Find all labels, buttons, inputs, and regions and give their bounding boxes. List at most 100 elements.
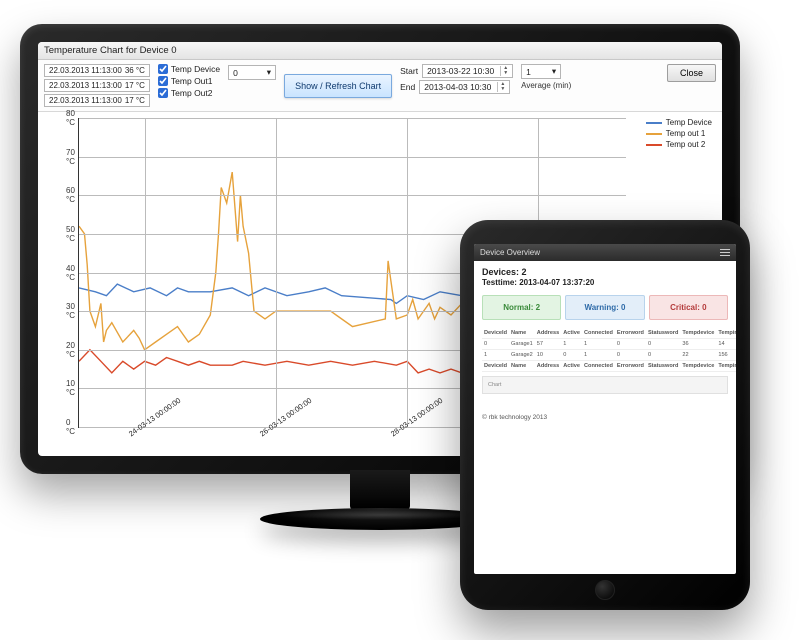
checkbox-label: Temp Out2 <box>171 88 213 98</box>
legend-label: Temp out 1 <box>666 129 706 138</box>
tablet-frame: Device Overview Devices: 2 Testtime: 201… <box>460 220 750 610</box>
status-normal: Normal: 2 <box>482 295 561 320</box>
datetime-column: Start 2013-03-22 10:30 ▲▼ End 2013-04-03… <box>400 64 513 94</box>
reading-ts: 22.03.2013 11:13:00 <box>49 66 122 75</box>
spinner-icon[interactable]: ▲▼ <box>500 66 508 76</box>
reading-ts: 22.03.2013 11:13:00 <box>49 96 122 105</box>
reading-row: 22.03.2013 11:13:00 17 °C <box>44 79 150 92</box>
menu-icon[interactable] <box>720 249 730 257</box>
chart-legend: Temp Device Temp out 1 Temp out 2 <box>646 118 712 151</box>
gridline-v <box>145 118 146 427</box>
table-cell: 36 <box>680 339 716 350</box>
table-cell: DeviceId <box>482 361 509 372</box>
checkbox-temp-out2[interactable]: Temp Out2 <box>158 88 220 98</box>
legend-item: Temp out 1 <box>646 129 712 138</box>
table-cell: Statusword <box>646 328 680 339</box>
devices-heading: Devices: 2 <box>482 267 728 277</box>
legend-swatch <box>646 133 662 135</box>
table-cell: 0 <box>615 350 646 361</box>
table-cell: Tempinp1 <box>716 361 736 372</box>
table-cell: Connected <box>582 328 615 339</box>
tablet-screen: Device Overview Devices: 2 Testtime: 201… <box>474 244 736 574</box>
toolbar: 22.03.2013 11:13:00 36 °C 22.03.2013 11:… <box>38 60 722 112</box>
close-button[interactable]: Close <box>667 64 716 82</box>
close-wrap: Close <box>667 64 716 82</box>
avg-value: 1 <box>526 67 531 77</box>
y-axis-label: 70 °C <box>66 148 75 166</box>
spinner-icon[interactable]: ▲▼ <box>497 82 505 92</box>
table-cell: Tempdevice <box>680 328 716 339</box>
tablet-content: Devices: 2 Testtime: 2013-04-07 13:37:20… <box>474 261 736 427</box>
average-label: Average (min) <box>521 81 571 90</box>
table-cell: 0 <box>561 350 582 361</box>
outlet-select-col: 0 ▾ <box>228 64 276 80</box>
reading-val: 36 °C <box>125 66 145 75</box>
start-datetime[interactable]: 2013-03-22 10:30 ▲▼ <box>422 64 513 78</box>
home-button[interactable] <box>595 580 615 600</box>
table-cell: DeviceId <box>482 328 509 339</box>
average-select[interactable]: 1 ▾ <box>521 64 561 79</box>
copyright: © rbk technology 2013 <box>482 414 728 421</box>
table-cell: 1 <box>561 339 582 350</box>
legend-swatch <box>646 122 662 124</box>
gridline-v <box>407 118 408 427</box>
table-cell: Tempdevice <box>680 361 716 372</box>
table-cell: 156 <box>716 350 736 361</box>
table-cell: Address <box>535 361 561 372</box>
table-cell: Tempinp1 <box>716 328 736 339</box>
start-value: 2013-03-22 10:30 <box>427 66 494 76</box>
checkbox-label: Temp Out1 <box>171 76 213 86</box>
checkbox-temp-out1[interactable]: Temp Out1 <box>158 76 220 86</box>
y-axis-label: 50 °C <box>66 225 75 243</box>
status-warning: Warning: 0 <box>565 295 644 320</box>
chevron-down-icon: ▾ <box>267 67 271 78</box>
end-datetime[interactable]: 2013-04-03 10:30 ▲▼ <box>419 80 510 94</box>
end-label: End <box>400 82 415 92</box>
table-cell: Name <box>509 361 535 372</box>
devices-table: DeviceIdNameAddressActiveConnectedErrorw… <box>482 328 736 372</box>
checkbox-input[interactable] <box>158 88 168 98</box>
table-cell: 10 <box>535 350 561 361</box>
table-header-row: DeviceIdNameAddressActiveConnectedErrorw… <box>482 328 736 339</box>
gridline-h <box>79 195 626 196</box>
reading-val: 17 °C <box>125 96 145 105</box>
outlet-select[interactable]: 0 ▾ <box>228 65 276 80</box>
checkbox-label: Temp Device <box>171 64 220 74</box>
table-cell: 1 <box>482 350 509 361</box>
legend-label: Temp out 2 <box>666 140 706 149</box>
legend-item: Temp Device <box>646 118 712 127</box>
mini-chart: Chart <box>482 376 728 394</box>
tablet-titlebar: Device Overview <box>474 244 736 261</box>
table-cell: Garage2 <box>509 350 535 361</box>
table-cell: Connected <box>582 361 615 372</box>
tablet-title: Device Overview <box>480 248 540 257</box>
table-header-row: DeviceIdNameAddressActiveConnectedErrorw… <box>482 361 736 372</box>
table-cell: 0 <box>646 350 680 361</box>
table-cell: Errorword <box>615 361 646 372</box>
checkbox-temp-device[interactable]: Temp Device <box>158 64 220 74</box>
window-title: Temperature Chart for Device 0 <box>38 42 722 60</box>
status-critical: Critical: 0 <box>649 295 728 320</box>
checkbox-input[interactable] <box>158 76 168 86</box>
table-cell: Name <box>509 328 535 339</box>
table-row: 1Garage210010022156156 <box>482 350 736 361</box>
chevron-down-icon: ▾ <box>552 66 556 77</box>
table-cell: 0 <box>482 339 509 350</box>
reading-ts: 22.03.2013 11:13:00 <box>49 81 122 90</box>
legend-label: Temp Device <box>666 118 712 127</box>
table-cell: Address <box>535 328 561 339</box>
monitor-neck <box>350 470 410 510</box>
series-toggles: Temp Device Temp Out1 Temp Out2 <box>158 64 220 98</box>
refresh-button[interactable]: Show / Refresh Chart <box>284 74 392 98</box>
y-axis-label: 20 °C <box>66 341 75 359</box>
y-axis-label: 80 °C <box>66 109 75 127</box>
reading-row: 22.03.2013 11:13:00 36 °C <box>44 64 150 77</box>
refresh-wrap: Show / Refresh Chart <box>284 74 392 98</box>
readings-column: 22.03.2013 11:13:00 36 °C 22.03.2013 11:… <box>44 64 150 107</box>
table-cell: 14 <box>716 339 736 350</box>
checkbox-input[interactable] <box>158 64 168 74</box>
table-cell: Active <box>561 328 582 339</box>
gridline-h <box>79 118 626 119</box>
gridline-v <box>276 118 277 427</box>
table-cell: 1 <box>582 339 615 350</box>
